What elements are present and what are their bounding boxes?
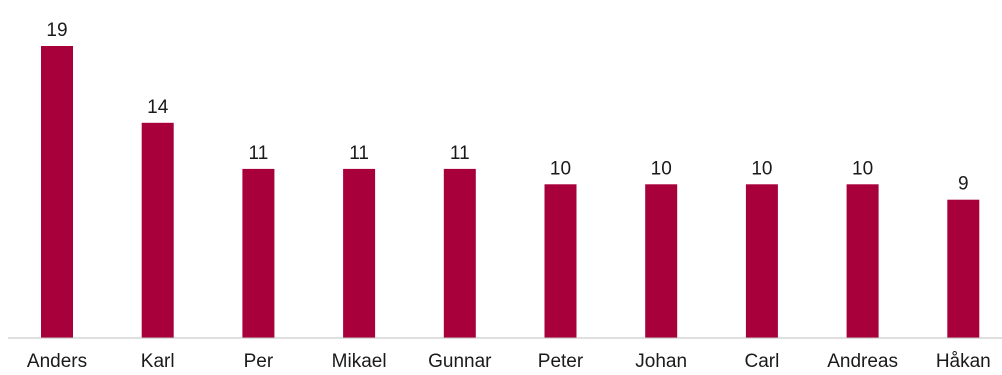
value-label-gunnar: 11 bbox=[450, 143, 470, 164]
value-label-peter: 10 bbox=[550, 158, 571, 179]
x-tick-label-carl: Carl bbox=[744, 351, 779, 372]
bar-håkan bbox=[947, 199, 980, 338]
bar-mikael bbox=[343, 168, 376, 338]
x-tick-label-anders: Anders bbox=[27, 351, 87, 372]
bar-per bbox=[242, 168, 275, 338]
x-tick-labels: Anders Karl Per Mikael Gunnar Peter Johan Carl A… bbox=[27, 351, 991, 372]
bar-anders bbox=[41, 46, 73, 338]
value-label-håkan: 9 bbox=[958, 174, 969, 195]
value-label-karl: 14 bbox=[147, 97, 169, 118]
bar-carl bbox=[745, 184, 778, 338]
x-tick-label-gunnar: Gunnar bbox=[428, 351, 492, 372]
x-tick-label-peter: Peter bbox=[538, 351, 584, 372]
x-tick-label-karl: Karl bbox=[141, 351, 175, 372]
bar-peter bbox=[544, 184, 577, 338]
bar-karl bbox=[141, 122, 174, 338]
value-label-johan: 10 bbox=[651, 158, 672, 179]
value-labels-layer: 19 14 11 11 11 10 10 10 10 9 bbox=[46, 20, 968, 195]
value-label-andreas: 10 bbox=[852, 158, 873, 179]
x-tick-label-per: Per bbox=[244, 351, 274, 372]
bar-gunnar bbox=[443, 168, 476, 338]
bars-layer bbox=[41, 46, 980, 338]
value-label-mikael: 11 bbox=[349, 143, 369, 164]
x-tick-label-mikael: Mikael bbox=[332, 351, 387, 372]
x-tick-label-håkan: Håkan bbox=[936, 351, 991, 372]
x-tick-label-andreas: Andreas bbox=[827, 351, 898, 372]
value-label-per: 11 bbox=[249, 143, 269, 164]
bar-johan bbox=[645, 184, 678, 338]
x-tick-label-johan: Johan bbox=[635, 351, 687, 372]
value-label-carl: 10 bbox=[751, 158, 772, 179]
bar-andreas bbox=[846, 184, 879, 338]
value-label-anders: 19 bbox=[46, 20, 67, 41]
